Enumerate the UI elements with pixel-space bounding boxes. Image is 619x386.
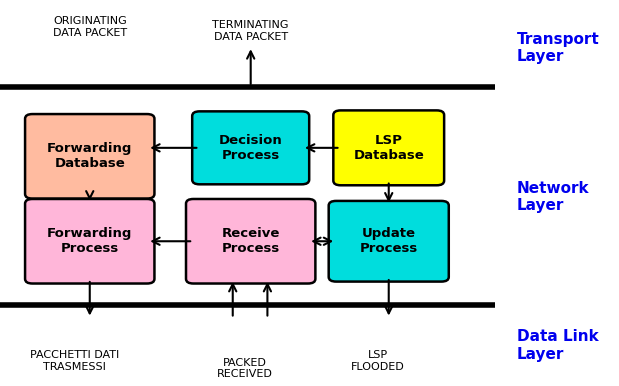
Text: PACCHETTI DATI
TRASMESSI: PACCHETTI DATI TRASMESSI — [30, 350, 119, 372]
Text: Forwarding
Database: Forwarding Database — [47, 142, 132, 170]
FancyBboxPatch shape — [186, 199, 315, 283]
FancyBboxPatch shape — [334, 110, 444, 185]
FancyBboxPatch shape — [329, 201, 449, 282]
FancyBboxPatch shape — [25, 114, 155, 199]
Text: Forwarding
Process: Forwarding Process — [47, 227, 132, 255]
Text: LSP
FLOODED: LSP FLOODED — [351, 350, 404, 372]
Text: Network
Layer: Network Layer — [517, 181, 589, 213]
Text: PACKED
RECEIVED: PACKED RECEIVED — [217, 358, 272, 379]
Text: Receive
Process: Receive Process — [222, 227, 280, 255]
Text: Data Link
Layer: Data Link Layer — [517, 329, 599, 362]
Text: Decision
Process: Decision Process — [219, 134, 282, 162]
Text: ORIGINATING
DATA PACKET: ORIGINATING DATA PACKET — [53, 16, 127, 38]
FancyBboxPatch shape — [25, 199, 155, 283]
Text: LSP
Database: LSP Database — [353, 134, 424, 162]
Text: Transport
Layer: Transport Layer — [517, 32, 600, 64]
Text: TERMINATING
DATA PACKET: TERMINATING DATA PACKET — [212, 20, 289, 42]
Text: Update
Process: Update Process — [360, 227, 418, 255]
FancyBboxPatch shape — [192, 111, 310, 185]
